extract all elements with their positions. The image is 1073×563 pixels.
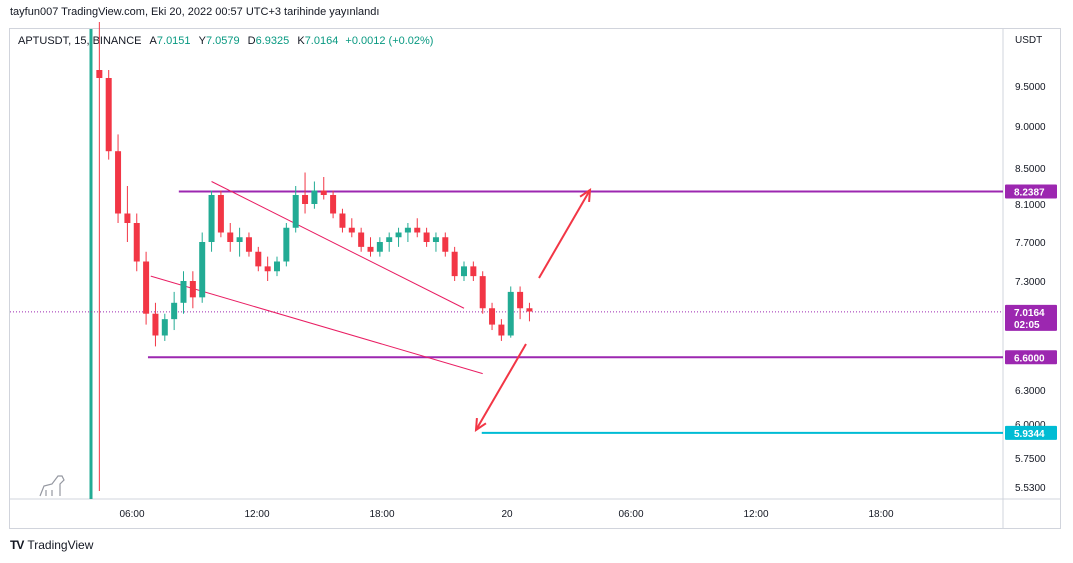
breakout-up-arrow-head — [579, 188, 592, 203]
x-tick-label: 18:00 — [369, 509, 394, 520]
x-tick-label: 06:00 — [119, 509, 144, 520]
candle-body — [124, 213, 131, 223]
candle-body — [442, 237, 449, 252]
candle-body — [143, 261, 150, 314]
low-value: 6.9325 — [255, 35, 290, 47]
y-tick-label: 5.7500 — [1015, 454, 1046, 465]
symbol-label[interactable]: APTUSDT, 15, BINANCE — [18, 35, 142, 47]
candle-body — [208, 195, 215, 242]
publish-caption: tayfun007 TradingView.com, Eki 20, 2022 … — [10, 6, 380, 18]
candle-body — [461, 266, 467, 277]
candle-body — [311, 190, 318, 204]
trendline — [150, 275, 483, 375]
trendline — [211, 181, 465, 309]
candle-body — [264, 266, 271, 272]
candle-body — [133, 223, 140, 262]
y-tick-label: 8.1000 — [1015, 200, 1046, 211]
x-tick-label: 12:00 — [244, 509, 269, 520]
candle-body — [470, 266, 477, 277]
symbol-legend: APTUSDT, 15, BINANCE A7.0151 Y7.0579 D6.… — [18, 35, 433, 47]
y-tick-label: 8.5000 — [1015, 164, 1046, 175]
open-value: 7.0151 — [156, 35, 191, 47]
candle-body — [292, 195, 299, 228]
price-tag-countdown: 02:05 — [1014, 320, 1040, 331]
candle-body — [507, 291, 514, 336]
candle-body — [479, 276, 486, 309]
high-value: 7.0579 — [205, 35, 240, 47]
candle-body — [498, 324, 505, 336]
high-label: Y — [198, 35, 206, 47]
candle-body — [274, 261, 280, 272]
change-value: +0.0012 (+0.02%) — [345, 35, 434, 47]
candle-body — [367, 246, 374, 252]
x-tick-label: 06:00 — [618, 509, 643, 520]
candle-body — [283, 227, 290, 262]
candle-body — [451, 251, 458, 277]
candle-body — [236, 237, 243, 242]
y-tick-label: 9.0000 — [1015, 122, 1046, 133]
candle-body — [302, 195, 309, 204]
candle-body — [161, 319, 168, 336]
breakdown-arrow — [475, 343, 527, 431]
low-label: D — [247, 35, 256, 47]
candle-body — [227, 232, 234, 242]
price-tag — [1005, 350, 1057, 365]
price-tag-value: 7.0164 — [1014, 308, 1045, 319]
candle-body — [432, 237, 439, 242]
price-tag — [1005, 425, 1057, 440]
candle-body — [255, 251, 262, 267]
candle-body — [386, 237, 393, 242]
y-tick-label: 7.7000 — [1015, 238, 1046, 249]
x-tick-label: 18:00 — [868, 509, 893, 520]
price-tag-value: 8.2387 — [1014, 188, 1045, 199]
candle-body — [180, 281, 187, 303]
candle-body — [171, 302, 178, 320]
candle-body — [152, 313, 159, 336]
candle-body — [330, 195, 337, 214]
watermark-dino-icon — [39, 475, 65, 497]
y-tick-label: 6.0000 — [1015, 420, 1046, 431]
candle-body — [348, 227, 355, 233]
price-tag-value: 6.6000 — [1014, 353, 1045, 364]
tradingview-logo-icon[interactable]: TV — [10, 538, 24, 552]
candle-body — [414, 227, 421, 233]
close-value: 7.0164 — [304, 35, 339, 47]
candle-body — [423, 232, 430, 242]
candle-body — [189, 281, 196, 298]
candle-body — [320, 190, 327, 195]
breakout-up-arrow — [538, 189, 591, 279]
chart-frame — [9, 28, 1061, 529]
candle-body — [376, 242, 383, 252]
x-tick-label: 12:00 — [743, 509, 768, 520]
candle-body — [404, 227, 411, 233]
candle-body — [96, 70, 103, 78]
currency-label: USDT — [1015, 35, 1042, 46]
price-tag — [1005, 184, 1057, 199]
footer: TV TradingView — [10, 538, 93, 552]
candle-body — [517, 291, 524, 309]
y-tick-label: 5.5300 — [1015, 483, 1046, 494]
candle-body — [395, 232, 402, 238]
candle-body — [526, 308, 533, 312]
candle-body — [339, 213, 346, 228]
x-tick-label: 20 — [501, 509, 513, 520]
price-tag-value: 5.9344 — [1014, 429, 1045, 440]
candle-body — [217, 195, 224, 233]
y-tick-label: 6.3000 — [1015, 386, 1046, 397]
candle-body — [115, 151, 122, 214]
candle-body — [358, 232, 365, 247]
candle-body — [489, 308, 496, 325]
candle-body — [245, 237, 252, 252]
price-tag — [1005, 304, 1057, 331]
open-label: A — [149, 35, 157, 47]
close-label: K — [297, 35, 305, 47]
breakdown-arrow-head — [474, 417, 487, 432]
y-tick-label: 7.3000 — [1015, 277, 1046, 288]
candle-body — [199, 242, 206, 298]
candle-body — [105, 78, 112, 152]
footer-brand[interactable]: TradingView — [27, 538, 94, 552]
y-tick-label: 9.5000 — [1015, 82, 1046, 93]
